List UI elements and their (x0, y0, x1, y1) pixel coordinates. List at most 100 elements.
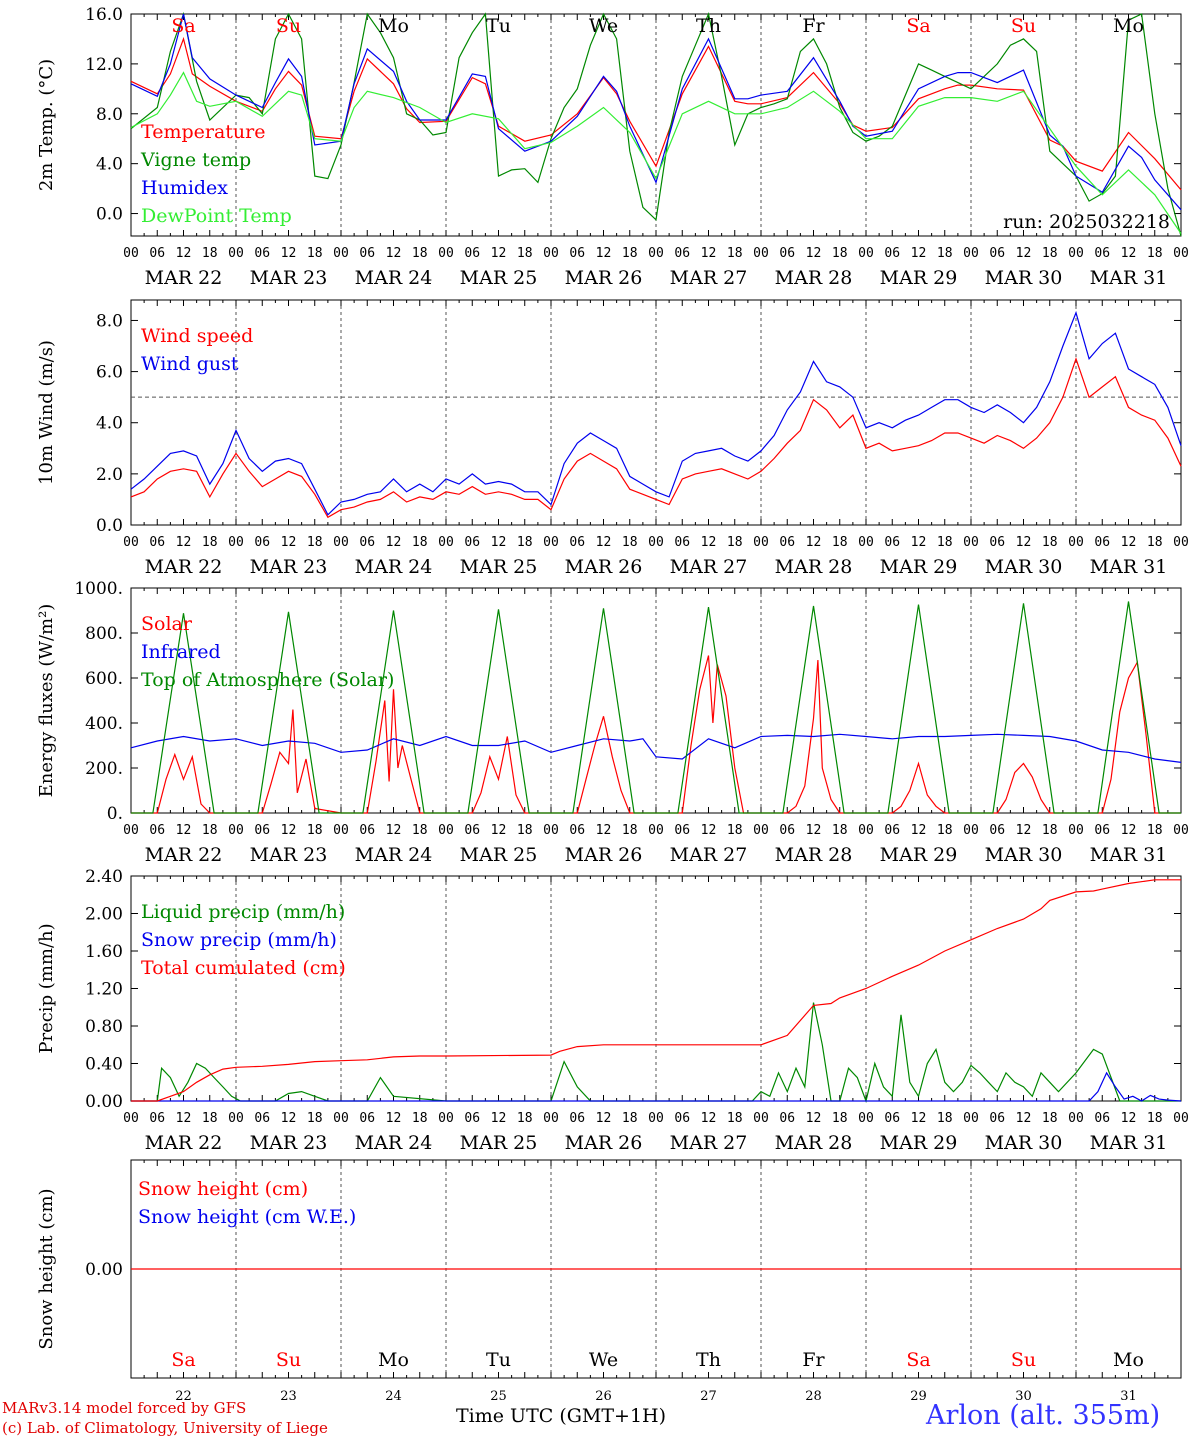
day-name-label: Tu (486, 15, 511, 37)
x-hour-label: 00 (1068, 246, 1084, 261)
series-line (131, 1071, 1182, 1102)
day-name-label: Th (696, 1349, 721, 1371)
x-hour-label: 18 (622, 246, 638, 261)
x-hour-label: 00 (1068, 1111, 1084, 1126)
y-axis-label: Energy fluxes (W/m²) (36, 604, 57, 798)
day-number-label: 29 (910, 1389, 927, 1404)
x-hour-label: 12 (386, 535, 402, 550)
x-date-label: MAR 23 (250, 267, 328, 289)
x-hour-label: 18 (517, 1111, 533, 1126)
x-axis-title: Time UTC (GMT+1H) (456, 1405, 667, 1427)
x-hour-label: 18 (307, 535, 323, 550)
x-hour-label: 00 (648, 535, 664, 550)
x-hour-label: 18 (307, 823, 323, 838)
x-hour-label: 12 (176, 246, 192, 261)
x-date-label: MAR 28 (775, 1132, 853, 1154)
day-name-label: Fr (802, 1349, 825, 1371)
x-date-label: MAR 28 (775, 556, 853, 578)
x-hour-label: 18 (307, 246, 323, 261)
x-hour-label: 18 (937, 1111, 953, 1126)
day-name-label: Sa (171, 1349, 195, 1371)
x-hour-label: 00 (438, 823, 454, 838)
x-date-label: MAR 31 (1090, 556, 1168, 578)
y-axis-label: Snow height (cm) (36, 1188, 57, 1349)
x-hour-label: 06 (884, 246, 900, 261)
x-hour-label: 06 (359, 823, 375, 838)
x-hour-label: 00 (1068, 535, 1084, 550)
x-hour-label: 18 (1147, 1111, 1163, 1126)
panel-2: 8.0 6.0 4.0 2.0 0.0 10m Wind (m/s) Wind speed W… (36, 299, 1189, 578)
panel-3: 1000. 800. 600. 400. 200. 0. Energy fluxes (W/… (36, 579, 1189, 866)
x-hour-label: 18 (1042, 823, 1058, 838)
x-hour-label: 18 (1147, 535, 1163, 550)
day-name-label: Sa (171, 15, 195, 37)
x-date-label: MAR 27 (670, 267, 748, 289)
series-line (130, 11, 1182, 237)
x-hour-label: 18 (1147, 823, 1163, 838)
x-hour-label: 00 (1173, 1111, 1189, 1126)
day-name-label: Mo (378, 1349, 409, 1371)
x-hour-label: 06 (149, 246, 165, 261)
x-date-label: MAR 29 (880, 844, 958, 866)
x-hour-label: 12 (281, 246, 297, 261)
legend-entry: Infrared (141, 641, 221, 663)
x-date-label: MAR 26 (565, 556, 643, 578)
x-hour-label: 18 (412, 246, 428, 261)
x-hour-label: 12 (386, 1111, 402, 1126)
series-line (130, 71, 1182, 234)
x-hour-label: 06 (1094, 535, 1110, 550)
x-hour-label: 12 (491, 246, 507, 261)
y-tick-label: 2.0 (96, 465, 123, 485)
y-tick-label: 2.40 (85, 867, 123, 887)
x-hour-label: 12 (491, 535, 507, 550)
x-date-label: MAR 22 (145, 844, 223, 866)
x-hour-label: 18 (517, 823, 533, 838)
x-hour-label: 18 (937, 823, 953, 838)
x-hour-label: 12 (701, 823, 717, 838)
x-hour-label: 18 (727, 1111, 743, 1126)
x-hour-label: 12 (1121, 246, 1137, 261)
y-axis-label: Precip (mm/h) (36, 923, 57, 1053)
x-date-label: MAR 25 (460, 267, 538, 289)
day-name-label: Su (276, 1349, 301, 1371)
x-hour-label: 00 (123, 535, 139, 550)
x-hour-label: 06 (884, 535, 900, 550)
y-tick-label: 8.0 (96, 311, 123, 331)
series-line (131, 879, 1181, 1102)
x-hour-label: 06 (674, 1111, 690, 1126)
x-hour-label: 18 (307, 1111, 323, 1126)
lab-credit-line: (c) Lab. of Climatology, University of L… (2, 1419, 328, 1437)
x-hour-label: 18 (727, 246, 743, 261)
x-hour-label: 06 (884, 1111, 900, 1126)
x-date-label: MAR 26 (565, 844, 643, 866)
x-hour-label: 00 (648, 246, 664, 261)
day-number-label: 27 (700, 1389, 717, 1404)
x-hour-label: 00 (1173, 246, 1189, 261)
y-axis-label: 10m Wind (m/s) (36, 340, 57, 485)
x-hour-label: 00 (753, 246, 769, 261)
x-hour-label: 18 (832, 823, 848, 838)
x-date-label: MAR 30 (985, 556, 1063, 578)
x-hour-label: 12 (176, 1111, 192, 1126)
day-name-label: Mo (1113, 15, 1144, 37)
y-tick-label: 4.0 (96, 155, 123, 175)
model-credit-line: MARv3.14 model forced by GFS (2, 1399, 247, 1417)
day-number-label: 24 (385, 1389, 402, 1404)
x-hour-label: 06 (359, 1111, 375, 1126)
day-name-label: Fr (802, 15, 825, 37)
x-hour-label: 12 (806, 1111, 822, 1126)
x-hour-label: 00 (438, 246, 454, 261)
legend-entry: Temperature (141, 121, 265, 143)
x-hour-label: 00 (228, 1111, 244, 1126)
x-hour-label: 06 (989, 1111, 1005, 1126)
y-tick-label: 8.0 (96, 105, 123, 125)
x-hour-label: 06 (779, 535, 795, 550)
y-tick-label: 16.0 (85, 5, 123, 25)
x-hour-label: 18 (1042, 1111, 1058, 1126)
x-hour-label: 00 (753, 1111, 769, 1126)
x-hour-label: 12 (1016, 535, 1032, 550)
x-hour-label: 06 (254, 1111, 270, 1126)
x-hour-label: 18 (202, 535, 218, 550)
x-hour-label: 18 (622, 535, 638, 550)
x-hour-label: 12 (596, 535, 612, 550)
